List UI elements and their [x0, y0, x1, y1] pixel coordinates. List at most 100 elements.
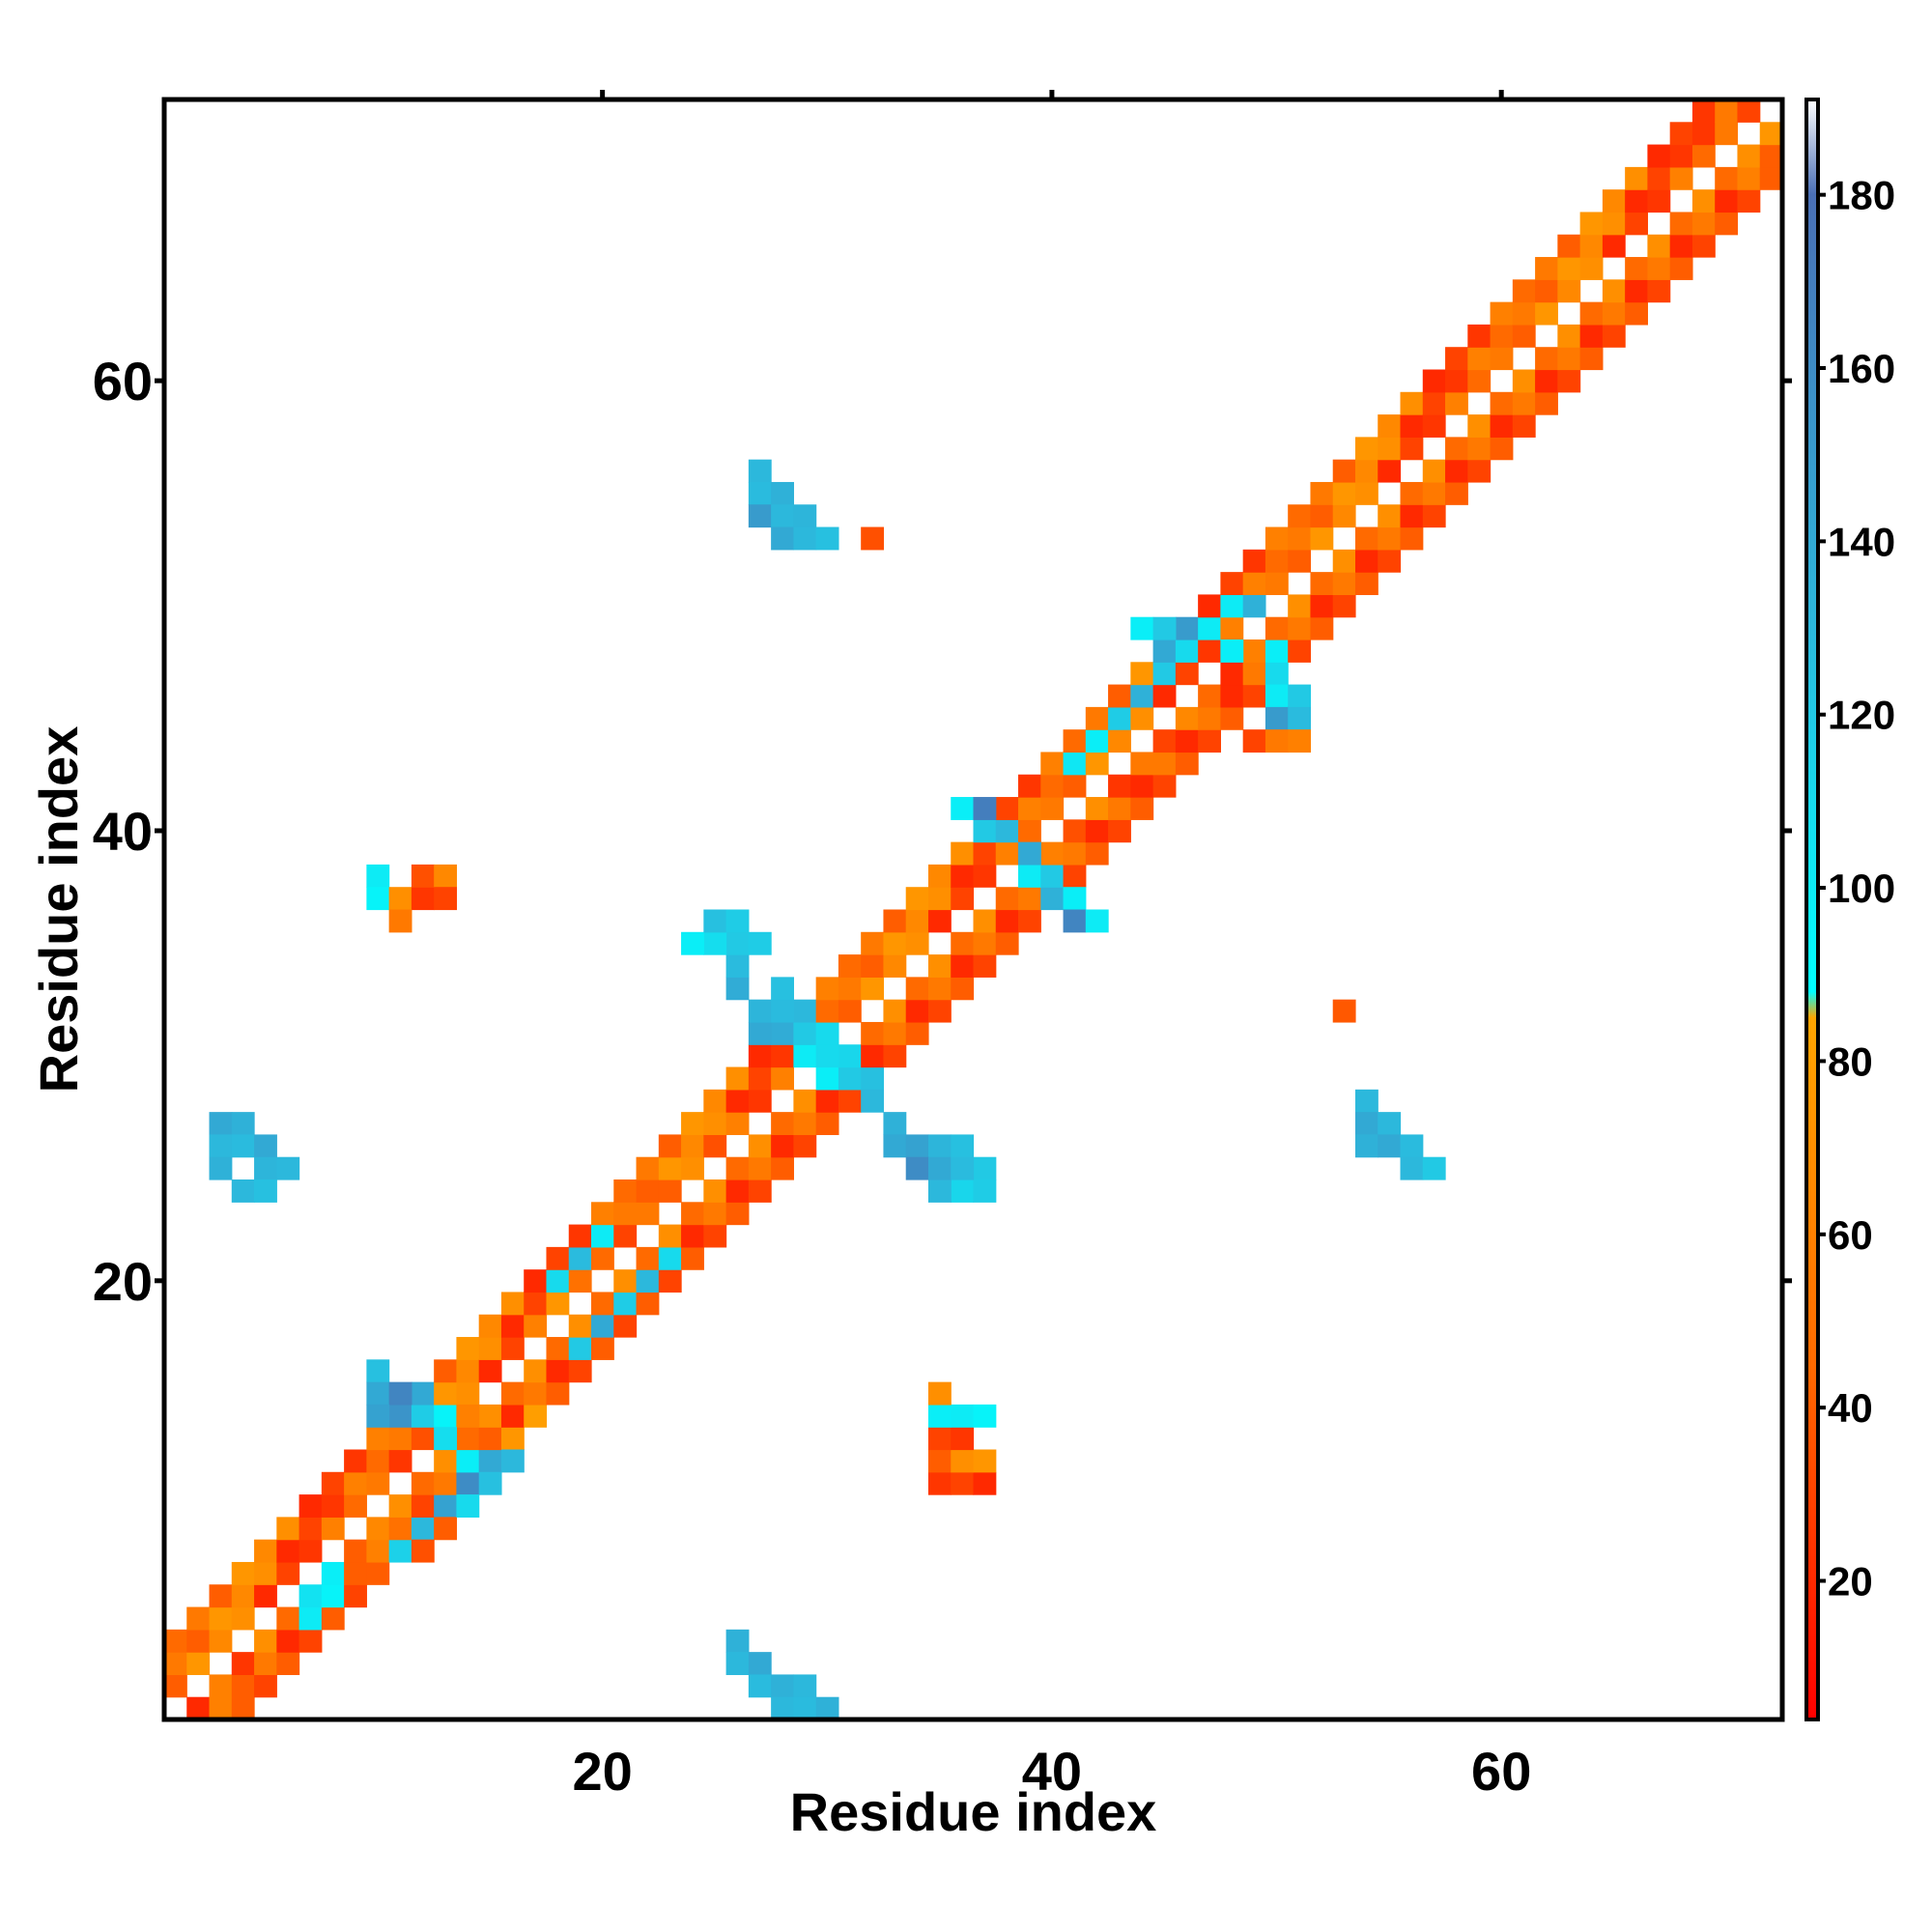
heatmap-cell: [254, 1584, 277, 1608]
heatmap-cell: [434, 1449, 458, 1473]
heatmap-cell: [973, 1471, 997, 1495]
heatmap-cell: [861, 1066, 885, 1091]
colorbar-tick-label: 60: [1828, 1212, 1873, 1258]
heatmap-cell: [1579, 257, 1604, 280]
heatmap-cell: [254, 1674, 277, 1698]
heatmap-cell: [883, 1021, 907, 1045]
heatmap-cell: [1018, 774, 1041, 798]
heatmap-cell: [1445, 459, 1468, 483]
heatmap-cell: [1579, 212, 1604, 236]
heatmap-cell: [1557, 234, 1581, 258]
heatmap-cell: [1715, 99, 1739, 123]
heatmap-cell: [500, 1427, 525, 1451]
heatmap-cell: [456, 1449, 480, 1473]
heatmap-cell: [1152, 616, 1177, 640]
y-tick-label: 40: [93, 801, 153, 862]
heatmap-cell: [1378, 437, 1402, 461]
heatmap-cell: [1467, 459, 1492, 483]
heatmap-cell: [748, 1134, 772, 1158]
heatmap-cell: [681, 1112, 704, 1136]
heatmap-cell: [1018, 797, 1041, 820]
heatmap-cell: [1467, 324, 1492, 348]
heatmap-cell: [861, 1089, 885, 1113]
heatmap-cell: [254, 1652, 277, 1676]
heatmap-cell: [995, 887, 1019, 911]
heatmap-cell: [1264, 662, 1289, 686]
heatmap-cell: [1467, 414, 1492, 438]
y-axis-title: Residue index: [28, 726, 89, 1094]
heatmap-cell: [927, 1427, 952, 1451]
heatmap-cell: [186, 1629, 211, 1653]
heatmap-cell: [1354, 481, 1378, 505]
heatmap-cell: [478, 1359, 502, 1383]
heatmap-cell: [771, 1044, 794, 1068]
heatmap-cell: [1579, 301, 1604, 326]
heatmap-cell: [1085, 909, 1109, 933]
heatmap-cell: [793, 1044, 817, 1068]
heatmap-cell: [591, 1224, 614, 1248]
heatmap-cell: [231, 1606, 255, 1631]
heatmap-cell: [815, 977, 839, 1001]
y-axis-ticks: 20 40 60: [93, 351, 1792, 1312]
heatmap-cell: [276, 1606, 300, 1631]
heatmap-cell: [164, 1674, 187, 1698]
heatmap-cell: [995, 909, 1019, 933]
heatmap-cell: [1130, 706, 1154, 730]
heatmap-cell: [388, 1539, 412, 1563]
heatmap-cell: [1264, 616, 1289, 640]
heatmap-cell: [1691, 99, 1716, 123]
heatmap-cell: [411, 1517, 435, 1541]
heatmap-cell: [1063, 774, 1087, 798]
heatmap-cell: [1242, 594, 1266, 618]
heatmap-cell: [1198, 684, 1221, 708]
heatmap-cell: [366, 1539, 390, 1563]
heatmap-cell: [209, 1696, 233, 1720]
heatmap-cell: [1063, 909, 1087, 933]
heatmap-cell: [1040, 841, 1065, 866]
heatmap-cell: [231, 1134, 255, 1158]
heatmap-cell: [1625, 212, 1649, 236]
heatmap-cell: [1198, 616, 1221, 640]
y-tick-label: 20: [93, 1251, 153, 1312]
heatmap-cell: [1400, 1134, 1424, 1158]
heatmap-cell: [1490, 437, 1514, 461]
heatmap-cell: [1130, 797, 1154, 820]
heatmap-cell: [1535, 301, 1558, 326]
x-axis-title: Residue index: [790, 1781, 1157, 1842]
heatmap-cell: [681, 1246, 704, 1270]
heatmap-cell: [1152, 684, 1177, 708]
heatmap-cell: [838, 954, 862, 978]
heatmap-cell: [434, 1517, 458, 1541]
heatmap-cell: [927, 1156, 952, 1180]
heatmap-cell: [344, 1561, 367, 1585]
heatmap-cell: [434, 1471, 458, 1495]
heatmap-cell: [1579, 234, 1604, 258]
heatmap-cell: [1669, 166, 1693, 190]
heatmap-cell: [927, 1471, 952, 1495]
heatmap-cell: [927, 909, 952, 933]
heatmap-cell: [793, 999, 817, 1023]
heatmap-cell: [793, 1696, 817, 1720]
heatmap-cell: [1579, 347, 1604, 371]
heatmap-cell: [366, 1561, 390, 1585]
heatmap-cell: [1378, 526, 1402, 551]
heatmap-cell: [1264, 572, 1289, 596]
heatmap-cell: [973, 954, 997, 978]
heatmap-cell: [973, 1404, 997, 1428]
heatmap-cell: [411, 1494, 435, 1518]
heatmap-cell: [1400, 391, 1424, 415]
heatmap-cell: [1378, 414, 1402, 438]
heatmap-cell: [1422, 369, 1446, 393]
heatmap-cell: [883, 1112, 907, 1136]
heatmap-cell: [1400, 1156, 1424, 1180]
heatmap-cell: [725, 1089, 750, 1113]
heatmap-cell: [951, 931, 975, 955]
heatmap-cell: [231, 1112, 255, 1136]
heatmap-cell: [748, 1066, 772, 1091]
x-axis-ticks: 20 40 60: [572, 90, 1531, 1802]
heatmap-cell: [231, 1696, 255, 1720]
plot-frame: [161, 97, 1785, 1722]
heatmap-cell: [905, 999, 929, 1023]
colorbar-tick-label: 120: [1828, 693, 1895, 738]
